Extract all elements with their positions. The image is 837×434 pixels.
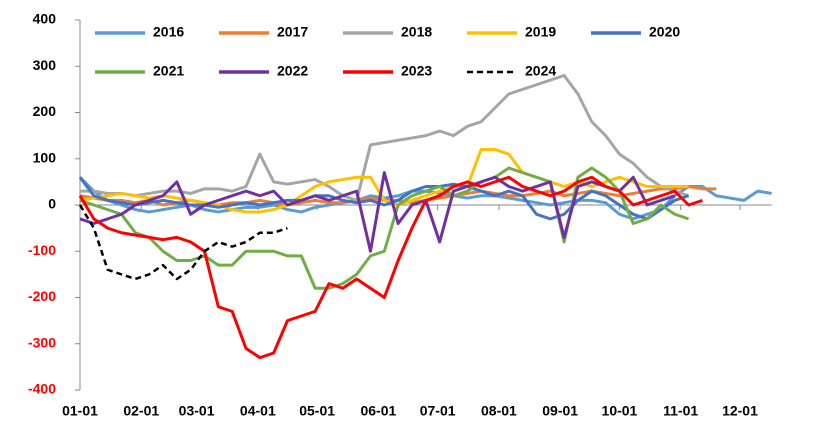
x-tick-label: 11-01 xyxy=(663,403,698,419)
x-tick-label: 08-01 xyxy=(481,403,517,419)
x-tick-label: 12-01 xyxy=(722,403,758,419)
series-line xyxy=(79,166,690,290)
y-tick-label: -400 xyxy=(28,381,56,397)
x-tick-label: 06-01 xyxy=(360,403,396,419)
legend-label: 2024 xyxy=(525,63,556,79)
legend-label: 2016 xyxy=(153,24,184,40)
x-tick-label: 03-01 xyxy=(179,403,215,419)
y-tick-label: 0 xyxy=(48,196,56,212)
y-tick-label: -300 xyxy=(28,334,56,350)
x-tick-label: 09-01 xyxy=(542,403,578,419)
x-tick-label: 01-01 xyxy=(62,403,98,419)
x-tick-label: 07-01 xyxy=(420,403,456,419)
series-line xyxy=(79,171,676,253)
y-tick-label: 100 xyxy=(33,149,57,165)
legend-label: 2019 xyxy=(525,24,556,40)
y-tick-label: -200 xyxy=(28,288,56,304)
y-tick-label: 200 xyxy=(33,103,57,119)
series-line xyxy=(78,204,288,281)
series-line xyxy=(78,176,690,221)
x-tick-label: 10-01 xyxy=(602,403,638,419)
legend-label: 2018 xyxy=(401,24,432,40)
legend-label: 2020 xyxy=(649,24,680,40)
x-tick-label: 04-01 xyxy=(240,403,276,419)
series-line xyxy=(78,175,703,360)
y-tick-label: 400 xyxy=(33,11,57,27)
y-tick-label: -100 xyxy=(28,242,56,258)
legend-label: 2017 xyxy=(277,24,308,40)
legend-label: 2022 xyxy=(277,63,308,79)
legend-label: 2021 xyxy=(153,63,184,79)
y-tick-label: 300 xyxy=(33,57,57,73)
legend-label: 2023 xyxy=(401,63,432,79)
x-tick-label: 05-01 xyxy=(299,403,335,419)
x-tick-label: 02-01 xyxy=(123,403,159,419)
